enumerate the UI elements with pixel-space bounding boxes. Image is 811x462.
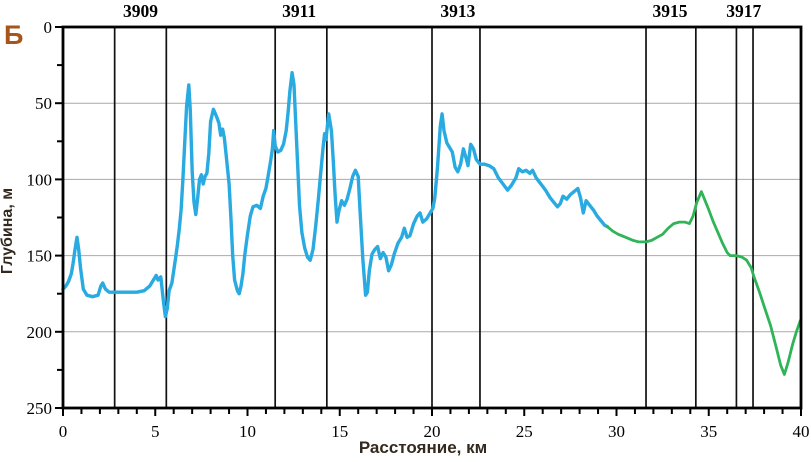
svg-text:50: 50	[35, 94, 52, 113]
svg-text:5: 5	[151, 422, 160, 441]
svg-text:20: 20	[424, 422, 441, 441]
svg-text:100: 100	[27, 170, 53, 189]
y-tick-labels: 0 50 100 150 200 250	[27, 18, 53, 418]
svg-text:3917: 3917	[726, 1, 761, 21]
x-tick-labels: 0 5 10 15 20 25 30 35 40	[59, 422, 810, 441]
svg-text:0: 0	[59, 422, 68, 441]
svg-text:3915: 3915	[653, 1, 688, 21]
svg-text:35: 35	[700, 422, 717, 441]
svg-text:25: 25	[516, 422, 533, 441]
svg-text:250: 250	[27, 399, 53, 418]
series-depth-profile-measured	[61, 70, 609, 319]
x-axis-title: Расстояние, км	[358, 438, 488, 457]
svg-text:0: 0	[44, 18, 53, 37]
svg-text:3911: 3911	[282, 1, 316, 21]
station-labels: 3909 3911 3913 3915 3917	[123, 1, 762, 21]
plot-border	[61, 25, 803, 410]
panel-letter: Б	[4, 20, 24, 50]
svg-text:10: 10	[239, 422, 256, 441]
station-lines	[113, 27, 754, 408]
svg-text:200: 200	[27, 323, 53, 342]
svg-text:150: 150	[27, 247, 53, 266]
svg-text:3913: 3913	[440, 1, 475, 21]
svg-text:30: 30	[608, 422, 625, 441]
svg-text:15: 15	[331, 422, 348, 441]
svg-text:40: 40	[793, 422, 810, 441]
svg-text:3909: 3909	[123, 1, 158, 21]
series-depth-profile-continuation	[605, 190, 803, 376]
